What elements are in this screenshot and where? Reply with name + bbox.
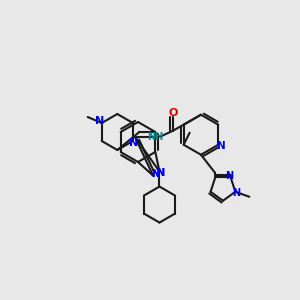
Text: NH: NH bbox=[147, 132, 163, 142]
Text: N: N bbox=[226, 171, 234, 181]
Text: N: N bbox=[129, 138, 139, 148]
Text: N: N bbox=[151, 169, 159, 179]
Text: N: N bbox=[151, 169, 159, 179]
Text: O: O bbox=[168, 108, 178, 118]
Text: N: N bbox=[156, 168, 164, 178]
Text: N: N bbox=[232, 188, 240, 198]
Text: N: N bbox=[156, 168, 164, 178]
Text: N: N bbox=[95, 116, 104, 126]
Text: N: N bbox=[217, 141, 226, 151]
